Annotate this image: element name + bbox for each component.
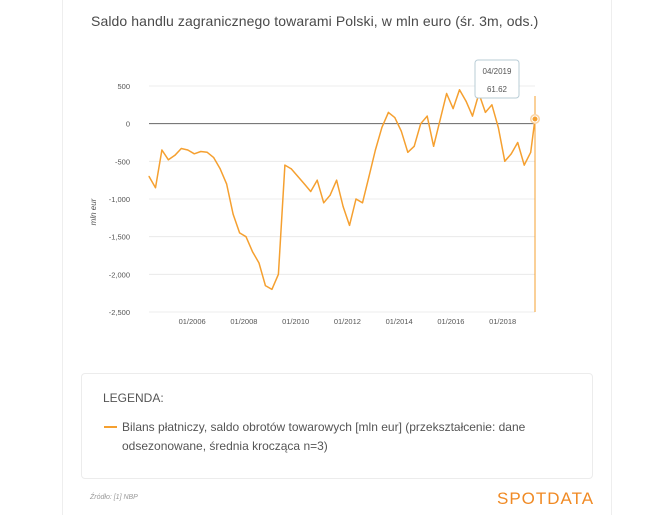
data-point (238, 232, 241, 234)
y-tick-label: -2,000 (109, 270, 130, 279)
x-tick-label: 01/2006 (179, 317, 206, 326)
data-point (517, 141, 519, 144)
legend-line-swatch (104, 426, 117, 428)
data-point (497, 126, 499, 129)
data-point (297, 175, 299, 177)
y-tick-label: 0 (126, 120, 130, 129)
data-point (420, 123, 422, 125)
data-points (148, 89, 536, 290)
data-point (381, 126, 383, 129)
hover-point[interactable] (531, 115, 539, 123)
data-point (361, 202, 364, 204)
tooltip: 04/2019 61.62 (474, 59, 520, 99)
data-point (458, 89, 461, 91)
chart-card: Saldo handlu zagranicznego towarami Pols… (62, 0, 612, 515)
x-tick-label: 01/2018 (489, 317, 516, 326)
x-axis-ticks: 01/2006 01/2008 01/2010 01/2012 01/2014 01/20… (179, 317, 517, 326)
data-point (167, 159, 170, 161)
x-tick-label: 01/2010 (282, 317, 309, 326)
y-tick-label: -1,000 (109, 195, 130, 204)
data-point (180, 147, 182, 150)
data-point (264, 285, 267, 287)
legend-box: LEGENDA: Bilans płatniczy, saldo obrotów… (81, 373, 593, 479)
series-line (148, 89, 536, 291)
data-point (368, 175, 370, 177)
chart-title: Saldo handlu zagranicznego towarami Pols… (91, 13, 539, 29)
data-point (387, 111, 389, 113)
tooltip-date: 04/2019 (483, 67, 512, 76)
data-point (407, 151, 409, 153)
data-point (193, 153, 195, 155)
data-point (329, 194, 331, 196)
y-axis-label: mln eur (89, 198, 98, 225)
data-point (290, 168, 292, 170)
data-point (400, 130, 402, 132)
data-point (336, 179, 338, 181)
source-note: Źródło: [1] NBP (90, 494, 138, 501)
data-point (452, 108, 454, 110)
data-point (484, 111, 487, 113)
data-point (232, 213, 234, 215)
data-point (277, 273, 279, 275)
data-point (303, 183, 305, 185)
brand-logo: SPOTDATA (497, 489, 595, 508)
data-point (413, 145, 415, 147)
data-point (510, 153, 512, 155)
legend-heading: LEGENDA: (103, 391, 164, 405)
data-point (219, 168, 221, 170)
data-point (504, 160, 506, 162)
data-point (355, 198, 357, 200)
data-point (433, 145, 435, 147)
data-point (374, 149, 377, 151)
tooltip-value: 61.62 (487, 85, 508, 94)
data-point (342, 205, 344, 208)
data-point (226, 183, 228, 185)
y-tick-label: -2,500 (109, 308, 130, 317)
y-tick-label: -500 (115, 157, 130, 166)
data-point (206, 151, 208, 153)
data-point (316, 179, 318, 181)
data-point (148, 175, 150, 177)
data-point (245, 236, 247, 238)
data-point (251, 251, 254, 253)
data-point (213, 156, 215, 159)
data-point (394, 117, 396, 119)
data-point (471, 115, 474, 117)
data-point (154, 187, 157, 189)
data-point (200, 150, 202, 153)
line-chart: 500 0 -500 -1,000 -1,500 -2,000 -2,500 01/2006… (89, 59, 540, 326)
data-point (465, 100, 467, 102)
x-tick-label: 01/2008 (230, 317, 257, 326)
x-tick-label: 01/2012 (334, 317, 361, 326)
data-point (323, 202, 325, 204)
data-point (174, 154, 176, 156)
data-point (271, 288, 273, 290)
data-point (530, 151, 532, 153)
data-point (439, 119, 441, 121)
legend-item-label[interactable]: Bilans płatniczy, saldo obrotów towarowy… (122, 420, 526, 453)
y-tick-label: -1,500 (109, 233, 130, 242)
data-point (187, 149, 189, 151)
data-point (161, 149, 163, 151)
data-point (310, 190, 312, 193)
data-point (284, 164, 286, 166)
y-axis-ticks: 500 0 -500 -1,000 -1,500 -2,000 -2,500 (109, 82, 130, 317)
tooltip-box (474, 59, 520, 99)
data-point (348, 224, 351, 226)
data-point (523, 164, 525, 166)
y-tick-label: 500 (117, 82, 130, 91)
data-point (258, 262, 260, 264)
data-point (445, 92, 448, 95)
x-tick-label: 01/2014 (386, 317, 413, 326)
x-tick-label: 01/2016 (437, 317, 464, 326)
data-point (491, 104, 493, 106)
data-point (426, 115, 428, 117)
